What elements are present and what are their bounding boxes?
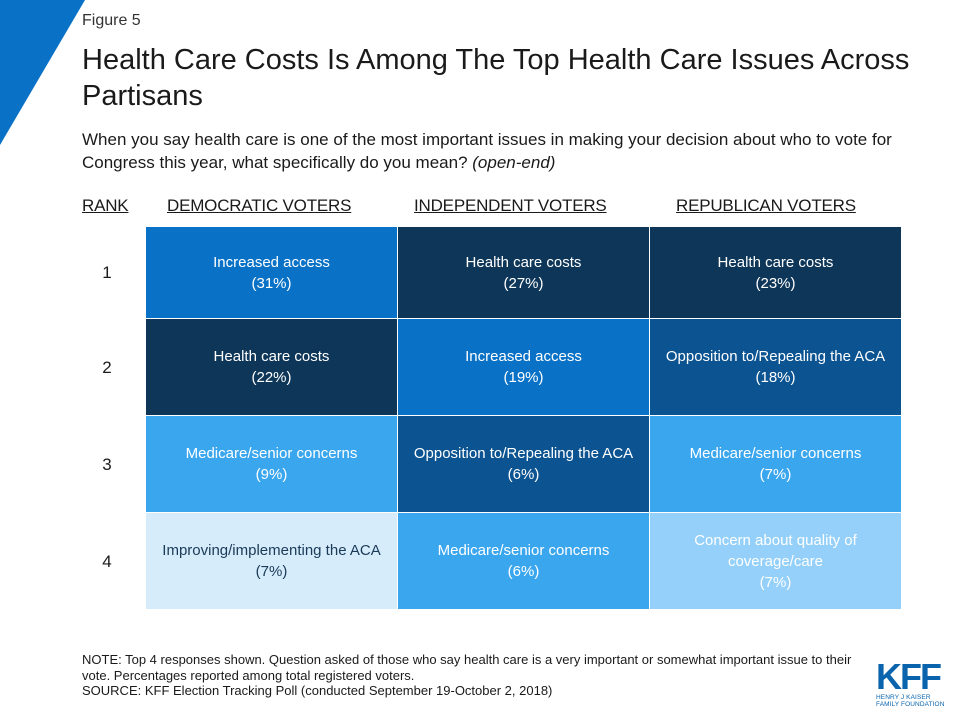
cell-label: Health care costs [465,253,582,271]
cell-percent: (9%) [255,466,288,483]
logo-letters: KFF [876,656,942,697]
cell-percent: (27%) [503,274,544,292]
cell-label: Medicare/senior concerns [437,542,610,559]
rank-number: 1 [102,263,112,282]
cell-rank4-democratic: Improving/implementing the ACA (7%) [146,513,398,610]
kff-logo: KFF HENRY J KAISER FAMILY FOUNDATION [876,656,945,709]
source-text: SOURCE: KFF Election Tracking Poll (cond… [82,683,553,698]
cell-rank3-democratic: Medicare/senior concerns (9%) [146,416,398,513]
figure-label: Figure 5 [82,12,141,29]
column-header-independent: INDEPENDENT VOTERS [414,196,607,215]
cell-label: Health care costs [213,348,330,365]
rank-number: 3 [102,454,112,474]
column-header-democratic: DEMOCRATIC VOTERS [167,196,352,215]
cell-rank4-republican: Concern about quality of coverage/care (7… [650,513,902,610]
chart-title: Health Care Costs Is Among The Top Healt… [82,44,910,112]
cell-label: Increased access [213,253,330,271]
rank-number: 4 [102,551,112,571]
cell-percent: (7%) [255,563,288,580]
logo-mark: KFF [876,656,942,697]
cell-rank3-republican: Medicare/senior concerns (7%) [650,416,902,513]
chart-subtitle: When you say health care is one of the m… [82,128,922,174]
rank-number: 2 [102,357,112,377]
cell-percent: (22%) [251,369,292,386]
cell-percent: (19%) [503,369,544,386]
cell-label: Opposition to/Repealing the ACA [413,445,634,462]
cell-percent: (7%) [759,466,792,483]
cell-percent: (18%) [755,369,796,386]
corner-accent [0,0,85,145]
logo-line-2: FAMILY FOUNDATION [876,701,945,708]
cell-percent: (6%) [507,563,540,580]
cell-rank4-independent: Medicare/senior concerns (6%) [398,513,650,610]
note-text: NOTE: Top 4 responses shown. Question as… [82,652,852,683]
cell-label: Health care costs [717,253,834,271]
cell-rank2-independent: Increased access (19%) [398,319,650,416]
cell-rank2-democratic: Health care costs (22%) [146,319,398,416]
cell-label: Concern about quality of coverage/care [694,531,857,570]
footnote: NOTE: Top 4 responses shown. Question as… [82,652,872,699]
cell-percent: (7%) [759,573,792,591]
cell-label: Opposition to/Repealing the ACA [665,348,886,365]
cell-rank3-independent: Opposition to/Repealing the ACA (6%) [398,416,650,513]
cell-percent: (6%) [507,466,540,483]
cell-rank1-republican: Health care costs (23%) [650,227,902,319]
cell-label: Increased access [465,348,582,365]
cell-label: Medicare/senior concerns [185,445,358,462]
cell-percent: (31%) [251,274,292,292]
cell-percent: (23%) [755,274,796,292]
cell-rank2-republican: Opposition to/Repealing the ACA (18%) [650,319,902,416]
cell-label: Medicare/senior concerns [689,445,862,462]
subtitle-emphasis: (open-end) [472,153,556,172]
column-header-republican: REPUBLICAN VOTERS [676,196,856,215]
cell-rank1-independent: Health care costs (27%) [398,227,650,319]
rank-header: RANK [82,196,129,215]
cell-label: Improving/implementing the ACA [162,542,381,559]
logo-line-1: HENRY J KAISER [876,694,931,701]
cell-rank1-democratic: Increased access (31%) [146,227,398,319]
subtitle-text: When you say health care is one of the m… [82,130,892,172]
